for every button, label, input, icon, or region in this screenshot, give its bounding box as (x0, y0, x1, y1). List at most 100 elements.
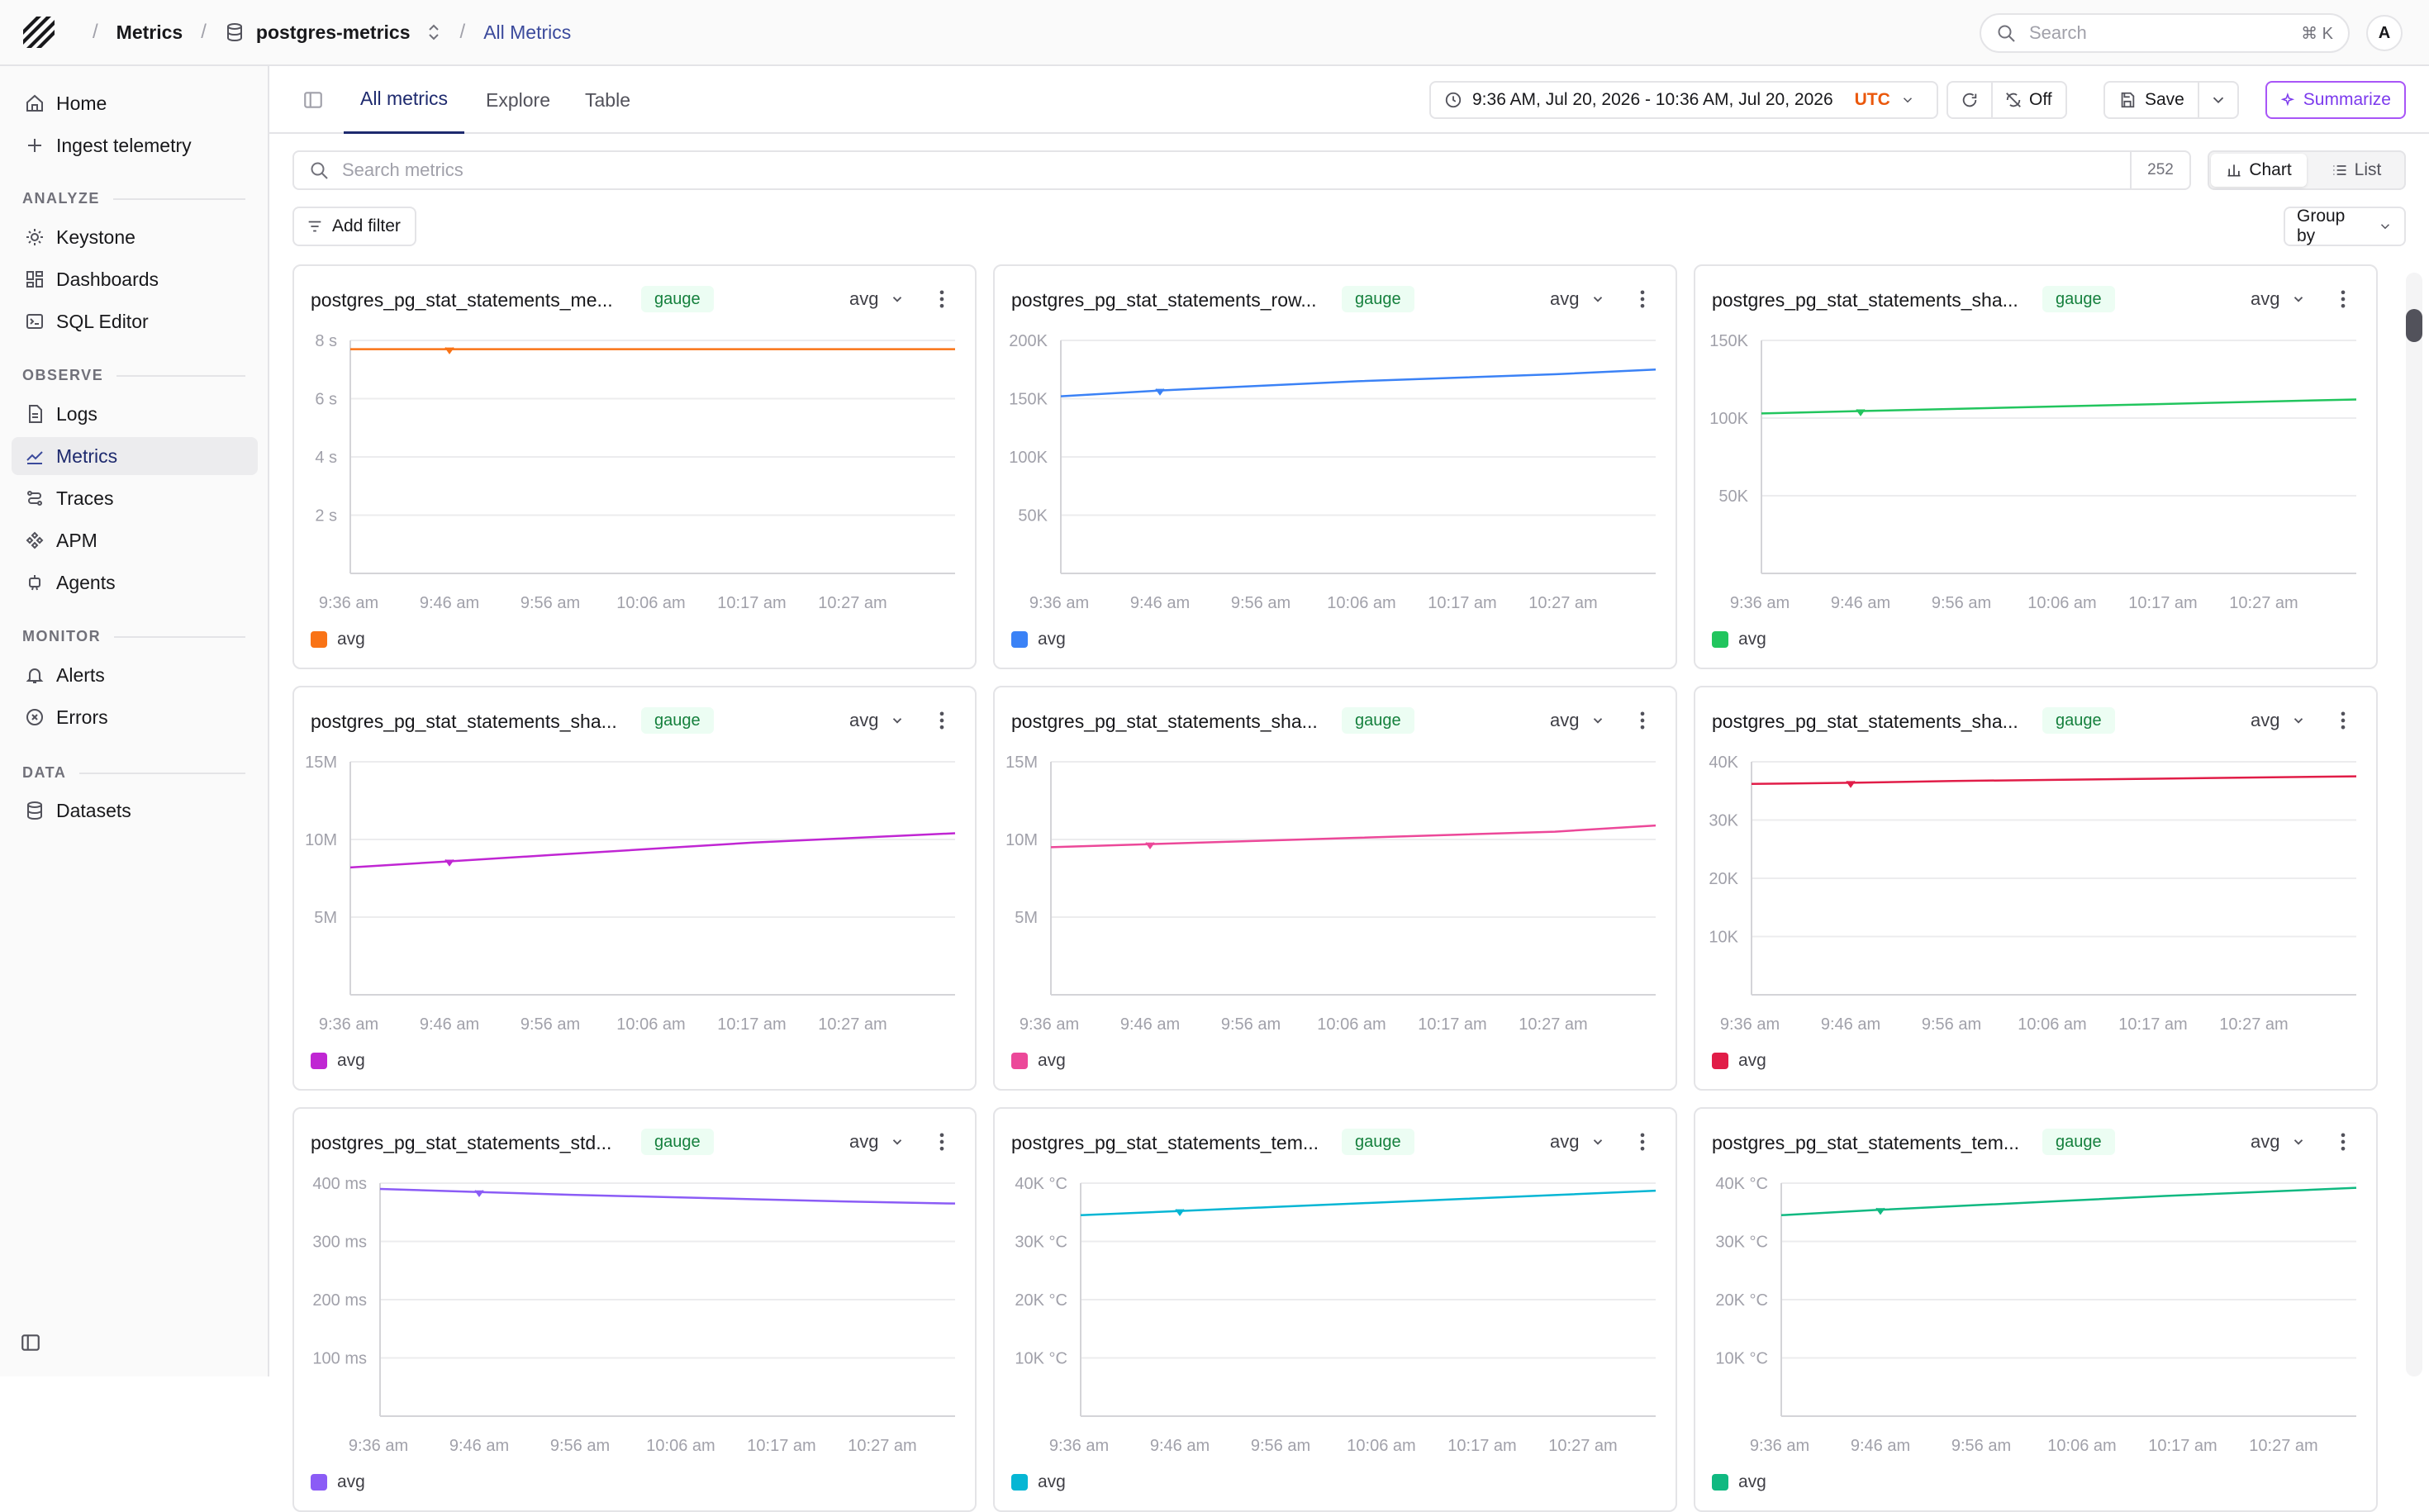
chart-legend[interactable]: avg (1712, 630, 1766, 649)
aggregation-select[interactable]: avg (1550, 1127, 1605, 1157)
more-options-icon[interactable] (2332, 288, 2355, 311)
breadcrumb-metrics[interactable]: Metrics (116, 21, 183, 43)
view-chart-button[interactable]: Chart (2211, 154, 2307, 187)
metric-card[interactable]: postgres_pg_stat_statements_std... gauge a… (292, 1107, 977, 1512)
aggregation-select[interactable]: avg (1550, 284, 1605, 314)
scrollbar-thumb[interactable] (2406, 309, 2422, 342)
sidebar-item-alerts[interactable]: Alerts (12, 656, 258, 694)
chart-legend[interactable]: avg (1011, 1051, 1066, 1071)
metric-card[interactable]: postgres_pg_stat_statements_tem... gauge a… (993, 1107, 1677, 1512)
aggregation-select[interactable]: avg (849, 284, 905, 314)
app-logo-icon[interactable] (21, 15, 56, 50)
tab-table[interactable]: Table (585, 88, 630, 111)
sidebar-item-ingest-telemetry[interactable]: Ingest telemetry (12, 126, 258, 164)
chart-legend[interactable]: avg (1011, 1472, 1066, 1492)
auto-refresh-button[interactable]: Off (1991, 81, 2067, 119)
save-button[interactable]: Save (2103, 81, 2199, 119)
panel-toggle-icon[interactable] (302, 89, 324, 111)
tab-explore[interactable]: Explore (486, 88, 550, 111)
metric-card[interactable]: postgres_pg_stat_statements_sha... gauge a… (292, 686, 977, 1091)
chart-legend[interactable]: avg (311, 1472, 365, 1492)
metric-line-chart[interactable]: 50K 100K 150K 200K 9:36 am 9:46 am 9:56 am 10:0… (995, 266, 1677, 669)
series-line[interactable] (1761, 398, 2357, 415)
scrollbar-track[interactable] (2406, 273, 2422, 1376)
series-line[interactable] (1751, 775, 2357, 786)
metric-card[interactable]: postgres_pg_stat_statements_me... gauge av… (292, 264, 977, 669)
aggregation-select[interactable]: avg (1550, 706, 1605, 735)
sidebar-item-label: Errors (56, 706, 108, 728)
chevron-down-icon (2294, 297, 2303, 302)
more-options-icon[interactable] (1631, 1130, 1654, 1153)
metric-line-chart[interactable]: 50K 100K 150K 9:36 am 9:46 am 9:56 am 10:06 am… (1695, 266, 2378, 669)
metric-line-chart[interactable]: 5M 10M 15M 9:36 am 9:46 am 9:56 am 10:06 am 10:… (995, 687, 1677, 1091)
series-line[interactable] (379, 1187, 956, 1205)
x-tick-label: 10:27 am (2229, 594, 2298, 612)
series-line[interactable] (349, 832, 956, 869)
x-tick-label: 9:56 am (1922, 1015, 1981, 1034)
group-by-select[interactable]: Group by (2284, 207, 2406, 246)
sidebar-item-dashboards[interactable]: Dashboards (12, 260, 258, 298)
metric-line-chart[interactable]: 10K °C 20K °C 30K °C 40K °C 9:36 am 9:46 am 9:… (995, 1109, 1677, 1512)
metric-card[interactable]: postgres_pg_stat_statements_sha... gauge a… (993, 686, 1677, 1091)
aggregation-select[interactable]: avg (849, 706, 905, 735)
more-options-icon[interactable] (930, 288, 953, 311)
more-options-icon[interactable] (2332, 709, 2355, 732)
sidebar-item-agents[interactable]: Agents (12, 563, 258, 601)
metric-card[interactable]: postgres_pg_stat_statements_tem... gauge a… (1694, 1107, 2378, 1512)
breadcrumb-current[interactable]: All Metrics (483, 21, 572, 43)
refresh-button[interactable] (1947, 81, 1993, 119)
y-tick-label: 40K °C (1015, 1175, 1067, 1193)
series-line[interactable] (1050, 824, 1657, 849)
more-options-icon[interactable] (2332, 1130, 2355, 1153)
chart-legend[interactable]: avg (311, 1051, 365, 1071)
chart-legend[interactable]: avg (1011, 630, 1066, 649)
more-options-icon[interactable] (930, 1130, 953, 1153)
chart-legend[interactable]: avg (1712, 1472, 1766, 1492)
tab-all-metrics[interactable]: All metrics (344, 66, 465, 134)
series-line[interactable] (1780, 1186, 2357, 1217)
metric-line-chart[interactable]: 5M 10M 15M 9:36 am 9:46 am 9:56 am 10:06 am 10:… (294, 687, 977, 1091)
time-range-picker[interactable]: 9:36 AM, Jul 20, 2026 - 10:36 AM, Jul 20… (1429, 81, 1938, 119)
metric-line-chart[interactable]: 10K °C 20K °C 30K °C 40K °C 9:36 am 9:46 am 9:… (1695, 1109, 2378, 1512)
view-list-button[interactable]: List (2308, 152, 2404, 188)
user-avatar[interactable]: A (2366, 15, 2403, 51)
sidebar-item-metrics[interactable]: Metrics (12, 437, 258, 475)
legend-swatch (1712, 631, 1728, 648)
sidebar-item-traces[interactable]: Traces (12, 479, 258, 517)
collapse-sidebar-icon[interactable] (20, 1332, 41, 1353)
save-options-button[interactable] (2198, 81, 2239, 119)
metric-card[interactable]: postgres_pg_stat_statements_row... gauge a… (993, 264, 1677, 669)
chart-legend[interactable]: avg (1712, 1051, 1766, 1071)
search-icon (1998, 25, 2015, 42)
sidebar-item-sql-editor[interactable]: SQL Editor (12, 302, 258, 340)
metric-card[interactable]: postgres_pg_stat_statements_sha... gauge a… (1694, 264, 2378, 669)
sidebar-item-errors[interactable]: Errors (12, 698, 258, 736)
sidebar-item-keystone[interactable]: Keystone (12, 218, 258, 256)
more-options-icon[interactable] (1631, 709, 1654, 732)
legend-swatch (1011, 1474, 1028, 1491)
series-line[interactable] (1080, 1189, 1657, 1217)
aggregation-select[interactable]: avg (2251, 1127, 2306, 1157)
metric-search-input[interactable]: Search metrics 252 (292, 150, 2191, 190)
sidebar-item-logs[interactable]: Logs (12, 395, 258, 433)
metric-card[interactable]: postgres_pg_stat_statements_sha... gauge a… (1694, 686, 2378, 1091)
top-bar: / Metrics / postgres-metrics / All Metri… (0, 0, 2429, 66)
series-line[interactable] (1060, 368, 1657, 397)
sidebar-item-apm[interactable]: APM (12, 521, 258, 559)
breadcrumb-dataset[interactable]: postgres-metrics (225, 21, 411, 44)
aggregation-select[interactable]: avg (2251, 706, 2306, 735)
sidebar-item-home[interactable]: Home (12, 84, 258, 122)
chart-legend[interactable]: avg (311, 630, 365, 649)
summarize-button[interactable]: Summarize (2265, 81, 2406, 119)
add-filter-button[interactable]: Add filter (292, 207, 416, 246)
metric-line-chart[interactable]: 100 ms 200 ms 300 ms 400 ms 9:36 am 9:46 am 9:… (294, 1109, 977, 1512)
metric-line-chart[interactable]: 10K 20K 30K 40K 9:36 am 9:46 am 9:56 am 10:06 a… (1695, 687, 2378, 1091)
aggregation-select[interactable]: avg (2251, 284, 2306, 314)
chevron-up-down-icon[interactable] (425, 22, 442, 42)
sidebar-item-datasets[interactable]: Datasets (12, 792, 258, 830)
global-search-input[interactable]: Search ⌘ K (1980, 13, 2350, 53)
more-options-icon[interactable] (930, 709, 953, 732)
metric-line-chart[interactable]: 2 s 4 s 6 s 8 s 9:36 am 9:46 am 9:56 am 10:06 a… (294, 266, 977, 669)
aggregation-select[interactable]: avg (849, 1127, 905, 1157)
more-options-icon[interactable] (1631, 288, 1654, 311)
